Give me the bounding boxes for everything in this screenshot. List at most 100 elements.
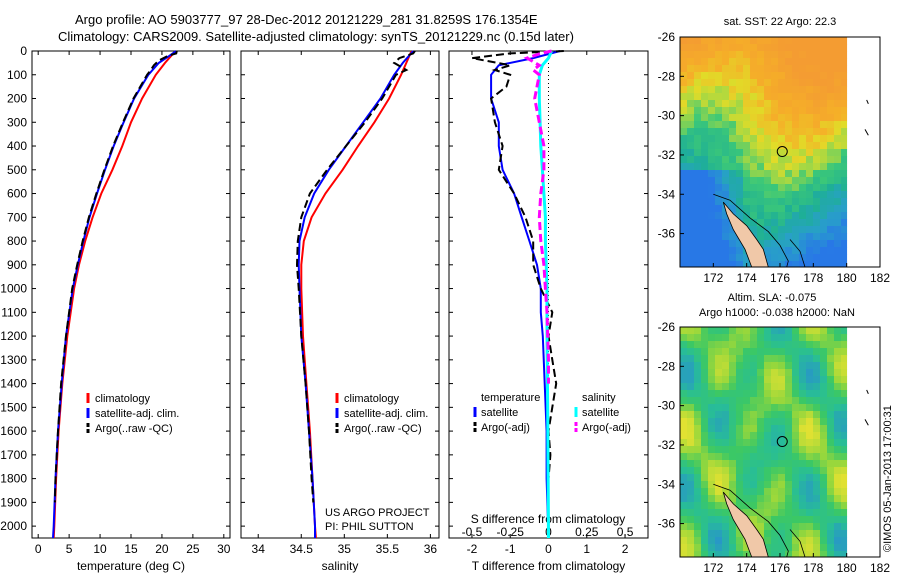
map-cell	[722, 544, 730, 552]
map-cell	[827, 474, 835, 482]
map-cell	[729, 474, 737, 482]
y-tick-label: -30	[658, 109, 676, 123]
map-cell	[701, 37, 709, 45]
map-cell	[694, 488, 702, 496]
map-cell	[736, 439, 744, 447]
map-cell	[722, 254, 730, 262]
map-cell	[708, 121, 716, 129]
map-cell	[799, 114, 807, 122]
x-tick-label: 2	[622, 542, 629, 556]
x-tick-label: 30	[217, 542, 231, 556]
map-cell	[778, 397, 786, 405]
map-cell	[743, 439, 751, 447]
map-cell	[701, 334, 709, 342]
map-cell	[750, 177, 758, 185]
map-cell	[687, 523, 695, 531]
map-cell	[771, 128, 779, 136]
map-cell	[841, 502, 848, 510]
y-tick-label: 200	[7, 92, 27, 106]
map-cell	[820, 65, 828, 73]
map-cell	[771, 177, 779, 185]
map-cell	[834, 170, 842, 178]
map-cell	[729, 177, 737, 185]
map-cell	[708, 184, 716, 192]
y-tick-label: -28	[658, 359, 676, 373]
map-cell	[841, 72, 848, 80]
map-cell	[687, 495, 695, 503]
map-cell	[792, 411, 800, 419]
map-cell	[820, 453, 828, 461]
map-cell	[729, 240, 737, 248]
map-cell	[820, 254, 828, 262]
map-cell	[813, 362, 821, 370]
map-cell	[841, 184, 848, 192]
map-cell	[708, 467, 716, 475]
map-cell	[715, 390, 723, 398]
map-cell	[736, 369, 744, 377]
map-cell	[715, 334, 723, 342]
map-cell	[834, 495, 842, 503]
map-cell	[722, 460, 730, 468]
map-cell	[813, 523, 821, 531]
map-cell	[722, 135, 730, 143]
map-cell	[736, 355, 744, 363]
y-tick-label: -36	[658, 517, 676, 531]
map-cell	[750, 348, 758, 356]
map-cell	[701, 233, 709, 241]
map-cell	[771, 163, 779, 171]
map-cell	[729, 355, 737, 363]
map-cell	[841, 191, 848, 199]
y-tick-label: 1500	[0, 400, 27, 414]
legend-label: climatology	[95, 393, 151, 405]
map-cell	[687, 65, 695, 73]
map-cell	[743, 93, 751, 101]
x-tick-label: 25	[186, 542, 200, 556]
map-cell	[701, 65, 709, 73]
map-cell	[729, 37, 737, 45]
map-cell	[694, 261, 702, 268]
bathymetry-contour	[789, 529, 806, 558]
map-cell	[757, 362, 765, 370]
map-cell	[785, 383, 793, 391]
map-cell	[764, 523, 772, 531]
map-cell	[694, 79, 702, 87]
map-cell	[743, 362, 751, 370]
map-cell	[778, 72, 786, 80]
map-cell	[743, 198, 751, 206]
map-cell	[827, 191, 835, 199]
map-cell	[687, 247, 695, 255]
map-cell	[841, 142, 848, 150]
map-cell	[764, 212, 772, 220]
map-cell	[701, 418, 709, 426]
map-cell	[750, 51, 758, 59]
map-cell	[820, 355, 828, 363]
map-cell	[827, 516, 835, 524]
map-cell	[799, 453, 807, 461]
map-cell	[813, 376, 821, 384]
map-cell	[680, 530, 688, 538]
map-cell	[694, 537, 702, 545]
difference-panel: -2 -1 0 1 2T difference from climatology-0.5…	[448, 49, 649, 573]
map-cell	[764, 100, 772, 108]
x-tick-label: 172	[703, 561, 723, 575]
map-cell	[729, 65, 737, 73]
map-cell	[687, 488, 695, 496]
map-cell	[827, 348, 835, 356]
diff-series-line-0	[490, 50, 561, 539]
map-cell	[820, 86, 828, 94]
map-cell	[757, 51, 765, 59]
map-cell	[806, 544, 814, 552]
map-cell	[764, 240, 772, 248]
map-cell	[743, 142, 751, 150]
map-cell	[715, 79, 723, 87]
map-cell	[715, 212, 723, 220]
map-cell	[743, 327, 751, 335]
map-cell	[771, 44, 779, 52]
map-cell	[701, 184, 709, 192]
y-tick-label: 1700	[0, 448, 27, 462]
map-cell	[785, 418, 793, 426]
map-cell	[736, 544, 744, 552]
y-tick-label: 1000	[0, 282, 27, 296]
map-cell	[834, 425, 842, 433]
